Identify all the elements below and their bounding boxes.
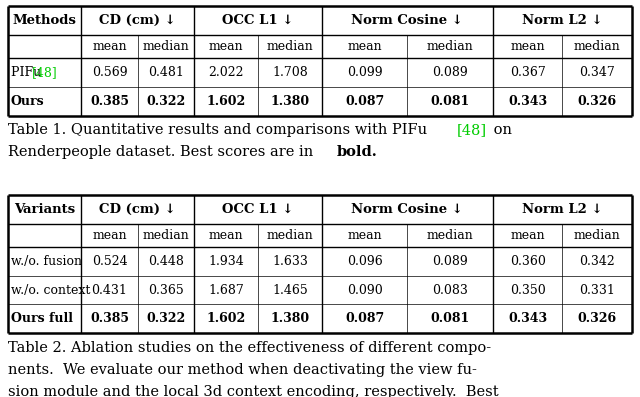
Text: Variants: Variants xyxy=(14,203,75,216)
Text: 0.342: 0.342 xyxy=(580,255,615,268)
Text: Norm L2 ↓: Norm L2 ↓ xyxy=(522,203,603,216)
Text: 1.380: 1.380 xyxy=(270,95,310,108)
Text: mean: mean xyxy=(348,40,382,53)
Text: median: median xyxy=(266,40,314,53)
Text: 0.081: 0.081 xyxy=(430,312,470,325)
Text: Norm Cosine ↓: Norm Cosine ↓ xyxy=(351,14,463,27)
Text: 1.602: 1.602 xyxy=(206,95,246,108)
Text: nents.  We evaluate our method when deactivating the view fu-: nents. We evaluate our method when deact… xyxy=(8,363,477,377)
Text: 0.524: 0.524 xyxy=(92,255,127,268)
Text: mean: mean xyxy=(209,40,243,53)
Text: 0.331: 0.331 xyxy=(579,284,615,297)
Text: mean: mean xyxy=(209,229,243,242)
Text: [48]: [48] xyxy=(32,66,58,79)
Text: 0.350: 0.350 xyxy=(509,284,545,297)
Text: [48]: [48] xyxy=(457,123,487,137)
Text: 0.569: 0.569 xyxy=(92,66,127,79)
Text: Norm L2 ↓: Norm L2 ↓ xyxy=(522,14,603,27)
Text: mean: mean xyxy=(510,229,545,242)
Text: mean: mean xyxy=(510,40,545,53)
Text: 1.380: 1.380 xyxy=(270,312,310,325)
Text: 2.022: 2.022 xyxy=(208,66,244,79)
Text: mean: mean xyxy=(92,229,127,242)
Text: 0.087: 0.087 xyxy=(345,95,384,108)
Text: 0.365: 0.365 xyxy=(148,284,184,297)
Text: median: median xyxy=(142,40,189,53)
Text: median: median xyxy=(266,229,314,242)
Text: 0.481: 0.481 xyxy=(148,66,184,79)
Text: sion module and the local 3d context encoding, respectively.  Best: sion module and the local 3d context enc… xyxy=(8,385,499,397)
Text: 1.934: 1.934 xyxy=(208,255,244,268)
Text: 0.343: 0.343 xyxy=(508,95,547,108)
Text: 0.090: 0.090 xyxy=(347,284,383,297)
Text: median: median xyxy=(427,40,474,53)
Text: mean: mean xyxy=(92,40,127,53)
Text: 0.087: 0.087 xyxy=(345,312,384,325)
Text: median: median xyxy=(427,229,474,242)
Text: CD (cm) ↓: CD (cm) ↓ xyxy=(99,203,176,216)
Text: 0.083: 0.083 xyxy=(432,284,468,297)
Text: 0.367: 0.367 xyxy=(509,66,545,79)
Text: mean: mean xyxy=(348,229,382,242)
Text: 1.633: 1.633 xyxy=(272,255,308,268)
Text: Table 2. Ablation studies on the effectiveness of different compo-: Table 2. Ablation studies on the effecti… xyxy=(8,341,491,355)
Text: 0.385: 0.385 xyxy=(90,312,129,325)
Text: Norm Cosine ↓: Norm Cosine ↓ xyxy=(351,203,463,216)
Text: Renderpeople dataset. Best scores are in: Renderpeople dataset. Best scores are in xyxy=(8,145,317,159)
Text: 0.343: 0.343 xyxy=(508,312,547,325)
Text: 0.385: 0.385 xyxy=(90,95,129,108)
Text: median: median xyxy=(574,229,621,242)
Text: Ours: Ours xyxy=(11,95,45,108)
Text: median: median xyxy=(574,40,621,53)
Text: 1.687: 1.687 xyxy=(208,284,244,297)
Text: Ours full: Ours full xyxy=(11,312,73,325)
Text: w./o. context: w./o. context xyxy=(11,284,90,297)
Text: OCC L1 ↓: OCC L1 ↓ xyxy=(222,203,294,216)
Text: on: on xyxy=(489,123,512,137)
Text: 0.081: 0.081 xyxy=(430,95,470,108)
Text: 0.431: 0.431 xyxy=(92,284,127,297)
Text: 0.099: 0.099 xyxy=(347,66,383,79)
Text: 0.347: 0.347 xyxy=(580,66,615,79)
Text: 0.360: 0.360 xyxy=(509,255,545,268)
Text: 1.708: 1.708 xyxy=(272,66,308,79)
Text: OCC L1 ↓: OCC L1 ↓ xyxy=(222,14,294,27)
Text: CD (cm) ↓: CD (cm) ↓ xyxy=(99,14,176,27)
Text: bold.: bold. xyxy=(337,145,378,159)
Text: PIFu: PIFu xyxy=(11,66,45,79)
Text: 0.096: 0.096 xyxy=(347,255,383,268)
Text: w./o. fusion: w./o. fusion xyxy=(11,255,82,268)
Text: 1.465: 1.465 xyxy=(272,284,308,297)
Text: Methods: Methods xyxy=(13,14,76,27)
Text: 0.326: 0.326 xyxy=(578,312,617,325)
Text: 0.322: 0.322 xyxy=(146,95,186,108)
Text: 0.322: 0.322 xyxy=(146,312,186,325)
Text: median: median xyxy=(142,229,189,242)
Text: 0.089: 0.089 xyxy=(432,255,468,268)
Text: 0.089: 0.089 xyxy=(432,66,468,79)
Text: Table 1. Quantitative results and comparisons with PIFu: Table 1. Quantitative results and compar… xyxy=(8,123,431,137)
Text: 0.448: 0.448 xyxy=(148,255,184,268)
Text: 0.326: 0.326 xyxy=(578,95,617,108)
Text: 1.602: 1.602 xyxy=(206,312,246,325)
